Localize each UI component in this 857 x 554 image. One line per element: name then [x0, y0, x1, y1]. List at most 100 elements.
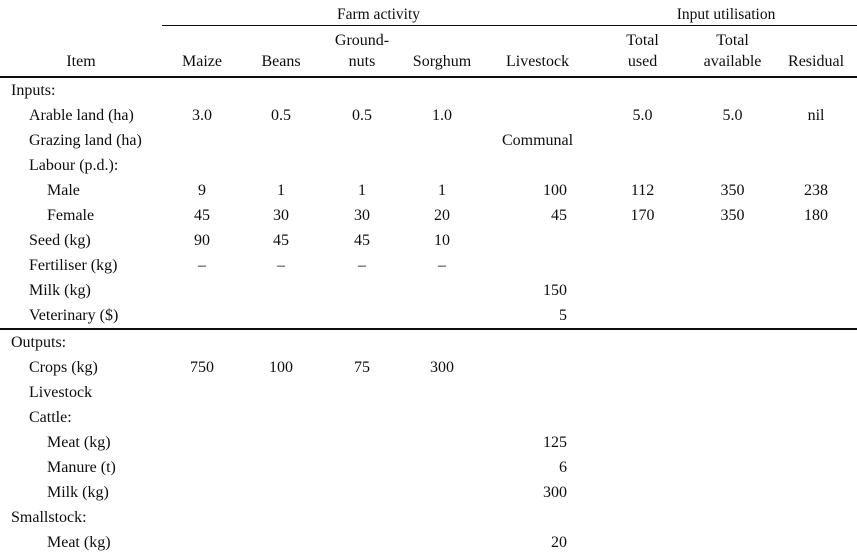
cell-total-used [595, 253, 690, 278]
cell-sorghum: – [438, 257, 446, 274]
row-label: Milk (kg) [47, 484, 109, 501]
cell-total-available [690, 153, 775, 178]
cell-maize [162, 455, 242, 480]
cell-sorghum [404, 329, 480, 355]
cell-groundnuts: 45 [354, 232, 370, 249]
cell-beans [242, 128, 320, 153]
cell-beans [242, 530, 320, 554]
cell-livestock: 45 [551, 207, 568, 224]
cell-total-available [690, 380, 775, 405]
cell-beans: – [277, 257, 285, 274]
row-label: Veterinary ($) [29, 307, 119, 324]
cell-maize [162, 480, 242, 505]
outputs-section: Outputs: Crops (kg) 750 100 75 300 Lives… [0, 329, 857, 554]
cell-residual [775, 430, 857, 455]
cell-sorghum [404, 278, 480, 303]
cell-beans [242, 303, 320, 329]
cell-beans [242, 505, 320, 530]
col-header-total-used: Total used [595, 25, 691, 78]
cell-livestock: 300 [543, 484, 568, 501]
cell-livestock: 100 [543, 182, 568, 199]
cell-groundnuts [320, 303, 404, 329]
cell-total-used [595, 405, 690, 430]
cell-total-used [595, 128, 690, 153]
table-row: Meat (kg) 20 [0, 530, 857, 554]
col-header-total-available: Total available [690, 25, 776, 78]
cell-total-available [690, 505, 775, 530]
cell-residual [775, 530, 857, 554]
cell-total-used: 170 [630, 207, 655, 224]
cell-sorghum [404, 153, 480, 178]
cell-total-used [595, 505, 690, 530]
cell-residual: 238 [804, 182, 829, 199]
cell-residual [775, 505, 857, 530]
cell-groundnuts [320, 278, 404, 303]
cell-total-used [595, 153, 690, 178]
cell-sorghum [404, 77, 480, 103]
table-row: Male 9 1 1 1 100 112 350 238 [0, 178, 857, 203]
cell-total-available [690, 228, 775, 253]
cell-maize [162, 505, 242, 530]
spanner-input-utilisation: Input utilisation [595, 0, 857, 26]
row-label: Milk (kg) [29, 282, 91, 299]
cell-groundnuts: 1 [358, 182, 366, 199]
cell-beans: 1 [277, 182, 285, 199]
cell-groundnuts: 75 [354, 359, 370, 376]
cell-residual: nil [807, 107, 825, 124]
col-header-beans: Beans [242, 25, 320, 78]
cell-total-available: 5.0 [722, 107, 743, 124]
cell-residual [775, 228, 857, 253]
cell-groundnuts [320, 530, 404, 554]
table-row: Livestock [0, 380, 857, 405]
cell-livestock [480, 253, 595, 278]
cell-beans [242, 329, 320, 355]
cell-maize [162, 430, 242, 455]
cell-maize [162, 530, 242, 554]
cell-livestock [480, 329, 595, 355]
cell-total-available [690, 278, 775, 303]
cell-groundnuts [320, 455, 404, 480]
cell-groundnuts: 0.5 [352, 107, 372, 124]
cell-sorghum [404, 505, 480, 530]
cell-maize [162, 128, 242, 153]
table-row: Veterinary ($) 5 [0, 303, 857, 329]
cell-residual [775, 380, 857, 405]
cell-total-available [690, 253, 775, 278]
cell-livestock: 6 [559, 459, 568, 476]
col-header-livestock: Livestock [480, 25, 596, 78]
table-row: Cattle: [0, 405, 857, 430]
cell-groundnuts: – [358, 257, 366, 274]
cell-residual [775, 480, 857, 505]
cell-total-used [595, 329, 690, 355]
cell-maize [162, 303, 242, 329]
cell-total-available [690, 455, 775, 480]
row-label: Livestock [29, 384, 93, 401]
cell-groundnuts [320, 128, 404, 153]
cell-sorghum: 10 [434, 232, 450, 249]
cell-maize: 3.0 [192, 107, 212, 124]
cell-maize [162, 153, 242, 178]
cell-beans: 45 [273, 232, 289, 249]
cell-livestock [480, 103, 595, 128]
cell-groundnuts [320, 405, 404, 430]
cell-beans [242, 153, 320, 178]
cell-sorghum [404, 530, 480, 554]
cell-total-available [690, 530, 775, 554]
cell-total-available [690, 303, 775, 329]
cell-residual [775, 253, 857, 278]
inputs-section: Inputs: Arable land (ha) 3.0 0.5 0.5 1.0… [0, 77, 857, 329]
cell-sorghum: 1.0 [432, 107, 452, 124]
cell-sorghum [404, 303, 480, 329]
cell-livestock: 150 [543, 282, 568, 299]
cell-beans [242, 380, 320, 405]
cell-livestock: Communal [501, 132, 574, 149]
cell-beans [242, 480, 320, 505]
cell-beans [242, 405, 320, 430]
table-row: Seed (kg) 90 45 45 10 [0, 228, 857, 253]
cell-residual [775, 303, 857, 329]
cell-maize [162, 405, 242, 430]
cell-maize [162, 380, 242, 405]
cell-livestock [480, 153, 595, 178]
cell-groundnuts: 30 [354, 207, 370, 224]
